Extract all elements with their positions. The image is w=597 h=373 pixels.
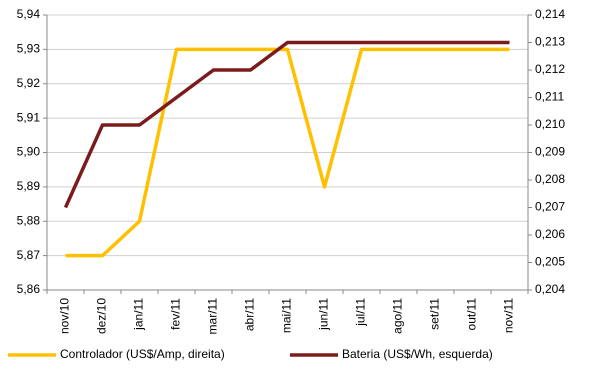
y-tick-label: 5,90: [17, 145, 41, 159]
legend-label: Controlador (US$/Amp, direita): [60, 347, 225, 361]
y2-tick-label: 0,206: [535, 227, 565, 241]
x-tick-label: mar/11: [206, 298, 220, 335]
y2-tick-label: 0,211: [535, 90, 564, 104]
y-tick-label: 5,86: [17, 282, 41, 296]
y-tick-label: 5,92: [17, 76, 41, 90]
x-tick-label: ago/11: [391, 298, 405, 334]
x-tick-label: mai/11: [280, 298, 294, 333]
x-tick-label: nov/11: [502, 298, 516, 333]
x-tick-label: out/11: [465, 298, 479, 331]
y-tick-label: 5,89: [17, 179, 41, 193]
x-tick-label: dez/10: [95, 298, 109, 334]
x-tick-label: nov/10: [58, 298, 72, 334]
x-tick-label: jul/11: [354, 298, 368, 327]
y-tick-label: 5,91: [17, 110, 41, 124]
y2-tick-label: 0,205: [535, 255, 565, 269]
y2-tick-label: 0,213: [535, 35, 565, 49]
y-tick-label: 5,94: [17, 7, 41, 21]
x-tick-label: jun/11: [317, 298, 331, 331]
y2-tick-label: 0,210: [535, 117, 565, 131]
y2-tick-label: 0,212: [535, 62, 565, 76]
series-line: [63, 40, 510, 209]
y2-tick-label: 0,209: [535, 145, 565, 159]
x-tick-label: jan/11: [132, 298, 146, 331]
y2-tick-label: 0,204: [535, 282, 565, 296]
y-tick-label: 5,88: [17, 213, 41, 227]
x-tick-label: fev/11: [169, 298, 183, 330]
series-line: [65, 47, 510, 258]
legend-label: Bateria (US$/Wh, esquerda): [342, 347, 493, 361]
x-tick-label: set/11: [428, 298, 442, 330]
y-tick-label: 5,93: [17, 42, 41, 56]
y2-tick-label: 0,208: [535, 172, 565, 186]
x-tick-label: abr/11: [243, 298, 257, 331]
y-tick-label: 5,87: [17, 248, 41, 262]
y2-tick-label: 0,207: [535, 200, 565, 214]
y2-tick-label: 0,214: [535, 7, 565, 21]
